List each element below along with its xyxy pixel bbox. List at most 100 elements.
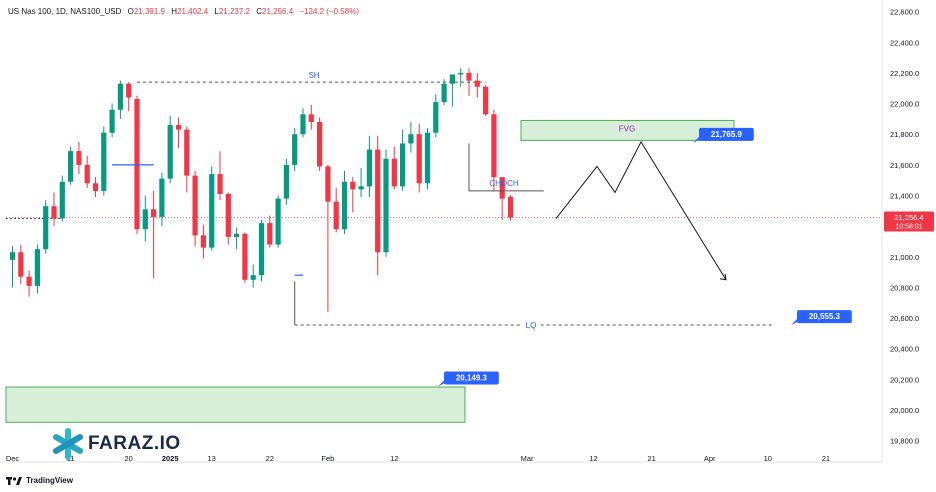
y-tick-label: 20,200.0 <box>890 375 919 384</box>
y-tick-label: 22,600.0 <box>890 8 919 17</box>
y-tick-label: 19,800.0 <box>890 437 919 446</box>
candle-body <box>109 109 115 133</box>
tradingview-brand[interactable]: TradingView <box>6 476 73 485</box>
candle <box>234 227 240 250</box>
candle <box>51 192 57 227</box>
candle <box>466 68 472 96</box>
candle <box>92 177 99 198</box>
candle <box>192 171 198 247</box>
candle <box>292 128 298 172</box>
candle <box>424 128 431 190</box>
drawings: CHOCH <box>112 140 727 281</box>
y-tick-label: 21,400.0 <box>890 192 919 201</box>
candle-body <box>483 86 489 115</box>
lq-price-callout: 20,555.3 <box>791 310 852 326</box>
x-tick-label: 21 <box>822 454 830 463</box>
candle <box>499 177 505 221</box>
close-value: 21,256.4 <box>262 7 294 16</box>
candle <box>225 192 231 245</box>
candle-body <box>308 114 314 122</box>
candle <box>159 172 165 227</box>
current-price-text: 21,256.4 <box>894 213 923 222</box>
x-tick-label: 13 <box>208 454 216 463</box>
choch-label: CHOCH <box>489 179 519 188</box>
fvg-price-callout-box <box>699 127 754 141</box>
candles <box>9 68 514 312</box>
zone-price-callout: 20,149.3 <box>438 371 499 387</box>
candle-body <box>317 121 323 167</box>
x-tick-label: 10 <box>764 454 772 463</box>
x-tick-label: Feb <box>321 454 334 463</box>
x-axis[interactable]: Dec 11 20 2025 13 22 Feb 12 Mar 12 21 Apr 10 21 <box>6 454 830 463</box>
candle-body <box>142 209 148 230</box>
candle-body <box>192 175 198 236</box>
x-tick-label: 22 <box>266 454 274 463</box>
chart-header: US Nas 100, 1D, NAS100_USD O21,391.9 H21… <box>8 7 359 16</box>
x-tick-label: 12 <box>390 454 398 463</box>
current-price-tag: 21,256.4 10:58:01 <box>884 211 934 232</box>
high-label: H <box>171 7 178 16</box>
candle <box>433 94 439 138</box>
candle-body <box>433 102 439 133</box>
candle <box>258 220 265 282</box>
candle <box>109 103 115 138</box>
candle-body <box>34 249 40 286</box>
candle-body <box>458 72 464 75</box>
x-tick-label: 21 <box>647 454 655 463</box>
candle-body <box>209 174 215 248</box>
candle-body <box>408 134 414 144</box>
star-logo-icon <box>53 428 83 460</box>
candle-body <box>225 193 231 237</box>
candle <box>126 82 132 112</box>
candle <box>117 80 123 119</box>
y-axis[interactable]: 22,600.0 22,400.0 22,200.0 22,000.0 21,800.0… <box>890 8 919 446</box>
low-label: L <box>214 7 219 16</box>
x-tick-label: Mar <box>521 454 534 463</box>
candle <box>441 79 447 106</box>
candle <box>76 141 82 175</box>
candle-body <box>159 178 165 217</box>
y-tick-label: 20,600.0 <box>890 314 919 323</box>
candle <box>242 232 248 283</box>
candle-body <box>449 74 455 84</box>
countdown-text: 10:58:01 <box>895 224 922 231</box>
y-tick-label: 20,000.0 <box>890 406 919 415</box>
candle-body <box>358 186 364 190</box>
y-tick-label: 22,000.0 <box>890 100 919 109</box>
candle <box>416 123 422 193</box>
candle <box>491 109 497 191</box>
candle-body <box>258 223 265 276</box>
symbol-title[interactable]: US Nas 100, 1D, NAS100_USD <box>8 7 122 16</box>
candle <box>283 158 289 205</box>
tradingview-icon <box>6 476 22 485</box>
candle <box>391 146 397 190</box>
candle <box>308 105 314 130</box>
candle <box>68 146 74 185</box>
x-tick-label: 12 <box>589 454 597 463</box>
candle-body <box>333 201 339 230</box>
candle <box>317 117 323 172</box>
candle-body <box>43 206 49 250</box>
candle-body <box>383 158 389 253</box>
candle-body <box>68 151 74 182</box>
candle <box>9 246 16 288</box>
candle <box>175 117 182 149</box>
y-tick-label: 21,800.0 <box>890 130 919 139</box>
close-label: C <box>256 7 262 16</box>
candle-body <box>391 158 397 187</box>
candle-body <box>400 143 406 187</box>
candle-body <box>292 134 298 165</box>
candle-body <box>499 177 505 199</box>
x-tick-label: 11 <box>67 454 75 463</box>
candle <box>375 135 381 276</box>
swing-high-label: SH <box>308 71 319 80</box>
candle-body <box>167 125 173 179</box>
candle <box>217 151 223 201</box>
projection-arrowhead <box>719 273 727 281</box>
candle <box>333 187 339 233</box>
zone-price-callout-text: 20,149.3 <box>456 373 488 382</box>
candle-body <box>134 98 140 230</box>
candle-body <box>466 72 472 81</box>
fvg-label: FVG <box>619 124 635 133</box>
